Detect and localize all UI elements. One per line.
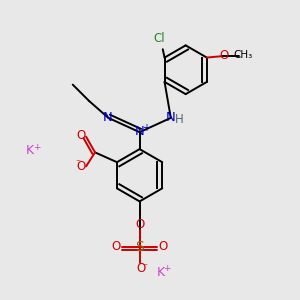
- Text: O: O: [112, 239, 121, 253]
- Text: +: +: [33, 142, 40, 152]
- Text: ⁻: ⁻: [76, 158, 81, 168]
- Text: N: N: [103, 111, 113, 124]
- Text: O: O: [219, 49, 228, 62]
- Text: O: O: [76, 160, 86, 173]
- Text: S: S: [135, 240, 144, 254]
- Text: N: N: [166, 111, 176, 124]
- Text: N: N: [135, 125, 145, 138]
- Text: CH₃: CH₃: [233, 50, 252, 60]
- Text: O: O: [76, 129, 86, 142]
- Text: O: O: [136, 262, 146, 275]
- Text: ⁻: ⁻: [142, 262, 148, 272]
- Text: +: +: [164, 264, 171, 273]
- Text: K: K: [156, 266, 164, 279]
- Text: Cl: Cl: [154, 32, 165, 45]
- Text: O: O: [135, 218, 144, 231]
- Text: O: O: [158, 239, 167, 253]
- Text: +: +: [142, 123, 150, 133]
- Text: K: K: [26, 144, 34, 158]
- Text: H: H: [175, 113, 184, 126]
